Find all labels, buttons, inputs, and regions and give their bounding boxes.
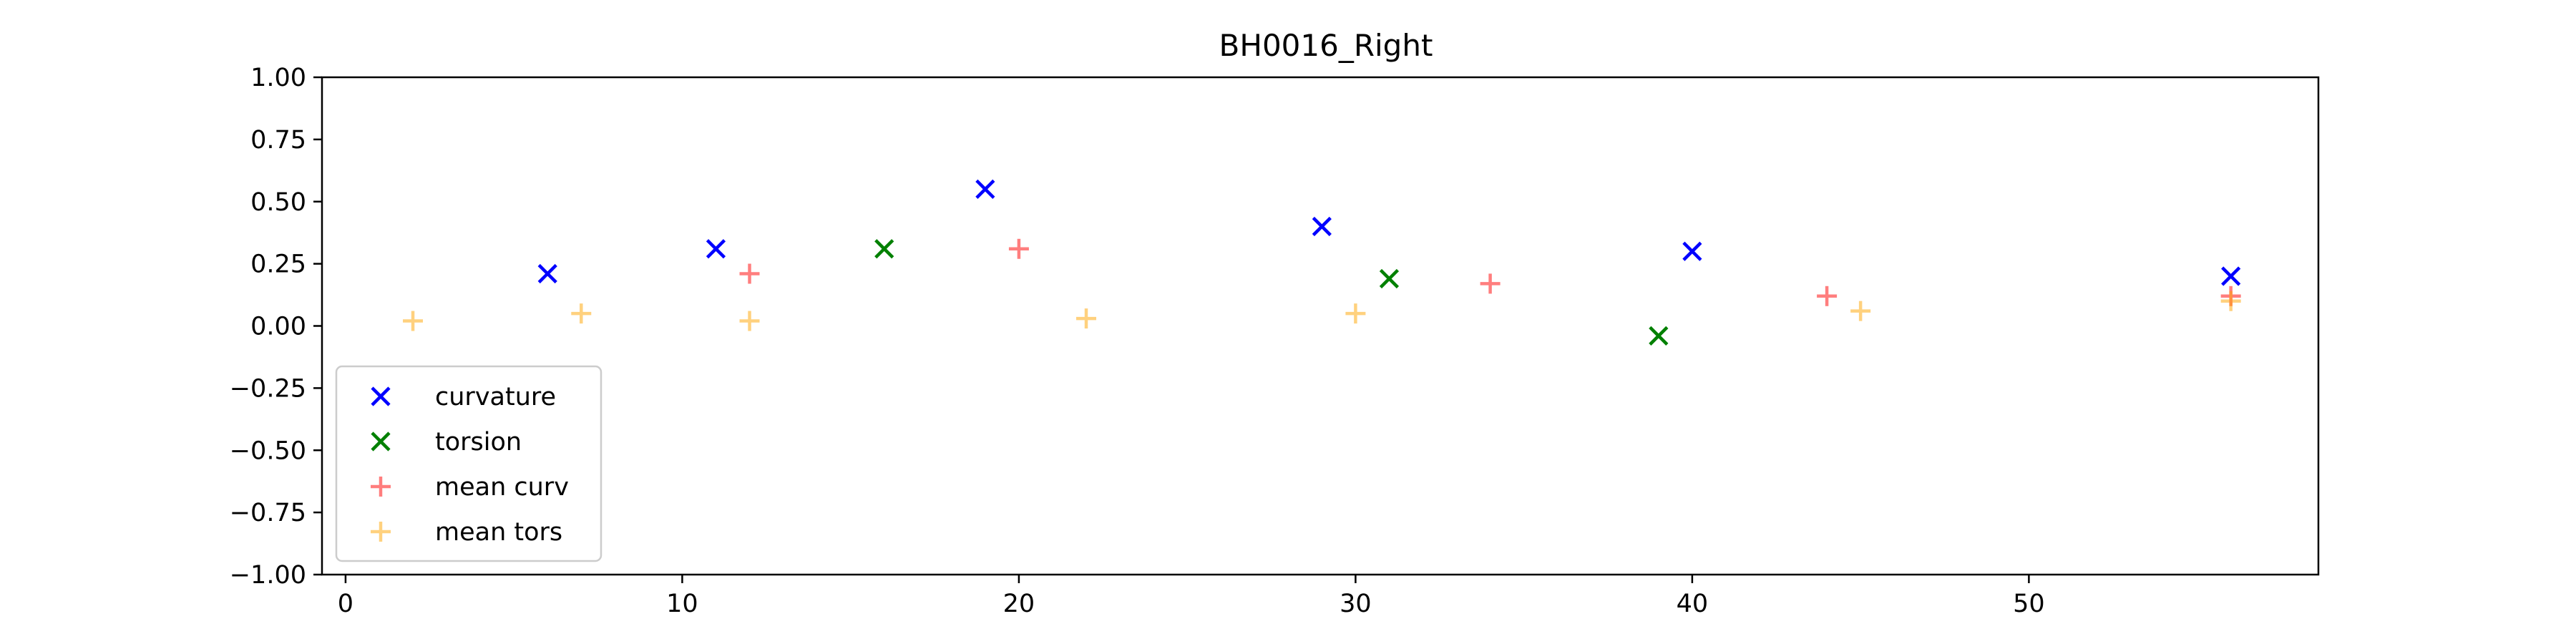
legend-marker-curvature [371,386,391,406]
data-point-mean-tors-6 [2220,291,2241,311]
y-tick-label: 0.50 [250,188,306,217]
data-point-mean-curv-2 [1480,273,1501,294]
data-point-curvature-2 [975,179,995,199]
data-point-mean-curv-3 [1817,286,1838,306]
data-point-curvature-4 [1682,241,1702,261]
data-point-torsion-1 [1379,268,1400,289]
y-tick-label: 0.75 [250,126,306,155]
legend: curvature torsion mean curv mean tors [335,365,602,562]
y-tick-label: −1.00 [230,561,306,590]
legend-marker-torsion [371,431,391,452]
data-point-curvature-0 [537,263,557,284]
legend-label-curvature: curvature [435,383,556,411]
legend-label-mean-tors: mean tors [435,518,562,547]
x-tick-label: 10 [666,590,698,618]
x-tick-label: 0 [338,590,353,618]
data-point-mean-tors-3 [1076,308,1097,329]
y-tick-label: −0.25 [230,374,306,403]
y-tick-label: 0.25 [250,250,306,279]
data-point-curvature-3 [1312,216,1332,237]
legend-label-mean-curv: mean curv [435,473,569,502]
x-tick-label: 30 [1340,590,1372,618]
data-point-mean-curv-0 [739,263,760,284]
y-tick-label: 0.00 [250,313,306,341]
y-tick-label: −0.50 [230,436,306,465]
legend-marker-mean-tors [371,522,391,542]
chart-title: BH0016_Right [1219,28,1433,63]
y-tick-label: −0.75 [230,499,306,527]
data-point-mean-tors-1 [571,303,592,324]
data-point-curvature-1 [706,239,726,259]
data-point-mean-tors-4 [1345,303,1366,324]
data-point-mean-tors-0 [403,311,424,331]
data-point-mean-tors-5 [1850,301,1871,321]
data-point-mean-tors-2 [739,311,760,331]
data-point-mean-curv-1 [1008,238,1029,259]
data-point-torsion-2 [1649,326,1669,346]
data-marks [403,179,2241,346]
x-tick-label: 50 [2013,590,2045,618]
x-tick-label: 40 [1677,590,1709,618]
legend-marker-mean-curv [371,477,391,497]
data-point-curvature-5 [2221,266,2241,286]
y-tick-label: 1.00 [250,64,306,92]
x-tick-label: 20 [1003,590,1035,618]
legend-box [335,365,602,562]
axes: 0 10 20 30 40 50 −1.00 −0.75 −0.50 −0.25 0.00 0.25 0… [230,64,2045,618]
legend-label-torsion: torsion [435,428,522,457]
data-point-torsion-0 [874,239,894,259]
